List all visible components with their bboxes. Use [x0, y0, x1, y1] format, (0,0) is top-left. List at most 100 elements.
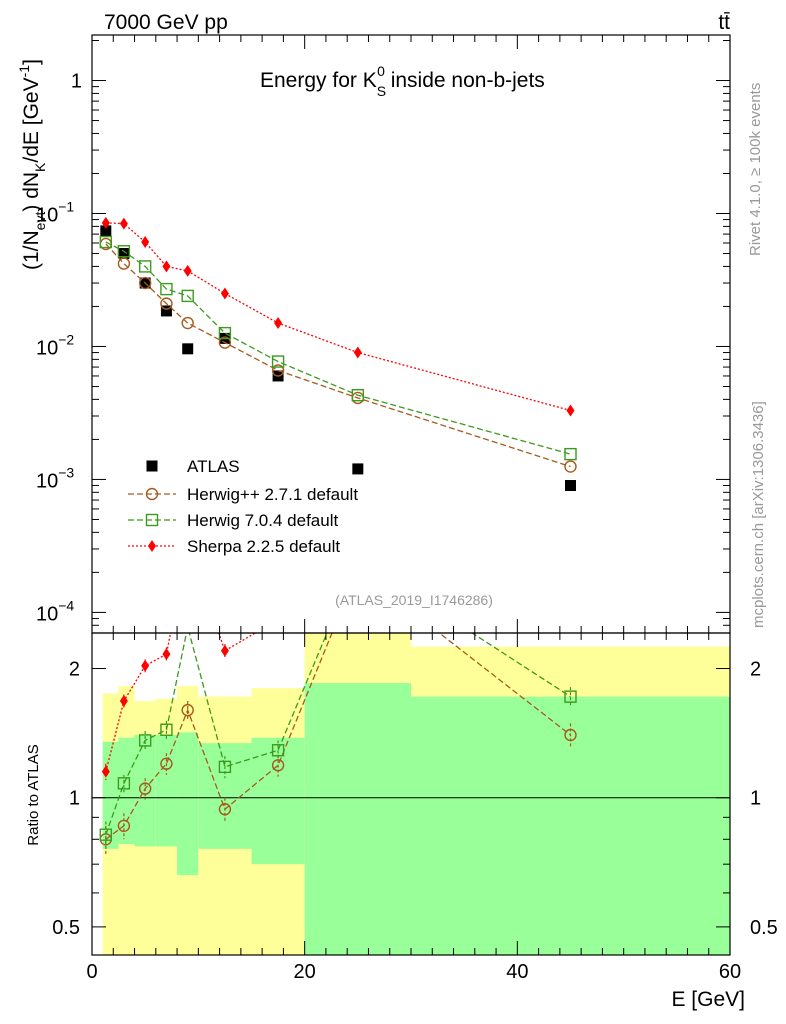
ratio-point-0-3: [160, 757, 173, 770]
main-point-2-2: [138, 260, 152, 273]
legend-entry-3: Sherpa 2.2.5 default: [128, 537, 340, 556]
main-y-tick-label-0: 1: [71, 71, 82, 93]
title-prefix: Energy for K: [260, 69, 377, 92]
main-point-3-7: [353, 346, 362, 359]
ratio-series-2: [101, 614, 282, 780]
legend-label-1: Herwig++ 2.7.1 default: [187, 485, 358, 504]
ratio-point-2-1: [119, 695, 128, 708]
ratio-point-2-0: [101, 765, 110, 778]
main-title: Energy for KS 0 inside non-b-jets: [260, 63, 545, 99]
ratio-point-1-7: [352, 553, 363, 564]
ratio-point-0-2: [138, 782, 152, 795]
ylabel-part-2: ) dN: [20, 172, 43, 212]
legend-label-0: ATLAS: [187, 457, 240, 476]
main-y-axis-label: (1/Nevt) dNK/dE [GeV-1]: [16, 59, 48, 270]
main-point-2-5: [218, 326, 232, 340]
legend-entry-0: ATLAS: [146, 457, 240, 476]
main-series-2: [99, 235, 577, 461]
x-tick-label-40: 40: [506, 961, 528, 983]
ratio-point-2-6: [274, 614, 282, 626]
inner-band-1: [118, 737, 135, 845]
ratio-y-tick-label-right-0: 2: [750, 659, 761, 681]
ylabel-part-4: /dE [GeV: [20, 77, 43, 162]
main-line-2: [105, 241, 571, 455]
x-axis-label: E [GeV]: [671, 988, 745, 1011]
ylabel-part-5: -1: [16, 65, 32, 78]
x-tick-label-0: 0: [86, 961, 97, 983]
ratio-point-2-5: [220, 644, 229, 657]
main-point-2-4: [181, 289, 194, 303]
main-point-0-0: [100, 225, 112, 237]
ylabel-part-1: evt: [32, 212, 48, 231]
title-subscript: S: [377, 83, 386, 99]
main-y-tick-exponent-1: −1: [58, 198, 74, 214]
main-point-3-2: [141, 236, 150, 249]
ylabel-part-6: ]: [20, 59, 43, 65]
ratio-point-1-3: [160, 723, 173, 736]
legend-entry-1: Herwig++ 2.7.1 default: [128, 485, 358, 504]
main-point-2-0: [99, 235, 113, 249]
ratio-point-1-4: [181, 633, 194, 634]
header-left: 7000 GeV pp: [104, 11, 228, 34]
ratio-y-tick-label-right-2: 0.5: [750, 917, 778, 939]
ratio-y-tick-label-left-0: 2: [69, 659, 80, 681]
main-point-3-4: [183, 264, 192, 277]
ratio-point-0-8: [564, 728, 577, 742]
main-y-tick-mantissa-4: 10: [36, 603, 58, 625]
ylabel-part-3: K: [32, 162, 48, 172]
main-point-2-8: [564, 447, 577, 461]
ratio-line-0: [105, 633, 571, 840]
main-y-tick-label-3: 10−3: [36, 464, 74, 492]
mcplots-label: mcplots.cern.ch [arXiv:1306.3436]: [750, 401, 767, 628]
main-point-1-2: [138, 276, 152, 290]
legend-marker-2: [145, 513, 159, 527]
legend-marker-0: [146, 460, 158, 472]
main-series-3: [101, 216, 575, 417]
main-line-1: [105, 243, 571, 468]
main-point-1-6: [271, 364, 285, 377]
main-line-3: [105, 222, 571, 412]
ratio-point-1-0: [99, 828, 113, 841]
ratio-point-0-5: [218, 803, 232, 816]
inner-band-7: [304, 683, 411, 955]
ratio-point-0-7: [352, 564, 363, 575]
axes-layer: [91, 34, 731, 956]
ratio-point-2-2: [141, 659, 150, 672]
legend: ATLAS Herwig++ 2.7.1 default Herwig 7.0.4 …: [128, 457, 358, 556]
analysis-id-label: (ATLAS_2019_I1746286): [335, 592, 493, 608]
main-point-3-6: [274, 317, 283, 330]
inner-band-3: [155, 734, 178, 847]
main-series-layer: [99, 216, 577, 492]
main-point-2-7: [351, 389, 365, 402]
legend-marker-1: [145, 487, 159, 501]
main-point-1-1: [117, 257, 131, 270]
main-point-1-4: [181, 316, 194, 330]
main-point-2-3: [160, 282, 173, 296]
main-series-1: [99, 237, 577, 473]
legend-marker-3: [148, 540, 156, 552]
main-y-tick-label-2: 10−2: [36, 331, 74, 359]
legend-label-2: Herwig 7.0.4 default: [187, 511, 338, 530]
main-y-tick-exponent-2: −2: [58, 331, 74, 347]
ratio-uncertainty-bands: [102, 633, 730, 955]
ratio-series-1: [99, 553, 577, 849]
main-point-2-6: [271, 355, 285, 368]
legend-entry-2: Herwig 7.0.4 default: [128, 511, 338, 530]
ratio-point-2-3: [162, 648, 171, 661]
header-right: tt̄: [718, 11, 730, 34]
ratio-y-axis-label: Ratio to ATLAS: [25, 744, 42, 845]
main-point-0-8: [565, 480, 576, 492]
ratio-point-0-4: [181, 703, 194, 717]
x-tick-label-60: 60: [719, 961, 741, 983]
ratio-point-1-6: [271, 744, 285, 757]
main-point-1-8: [564, 460, 577, 473]
main-y-tick-label-1: 10−1: [36, 198, 74, 226]
rivet-version-label: Rivet 4.1.0, ≥ 100k events: [747, 83, 764, 256]
inner-band-0: [102, 741, 119, 849]
x-tick-label-20: 20: [294, 961, 316, 983]
main-point-0-4: [182, 343, 194, 355]
main-point-0-1: [118, 248, 130, 260]
main-point-3-8: [566, 404, 575, 417]
ratio-y-tick-label-left-2: 0.5: [52, 917, 80, 939]
